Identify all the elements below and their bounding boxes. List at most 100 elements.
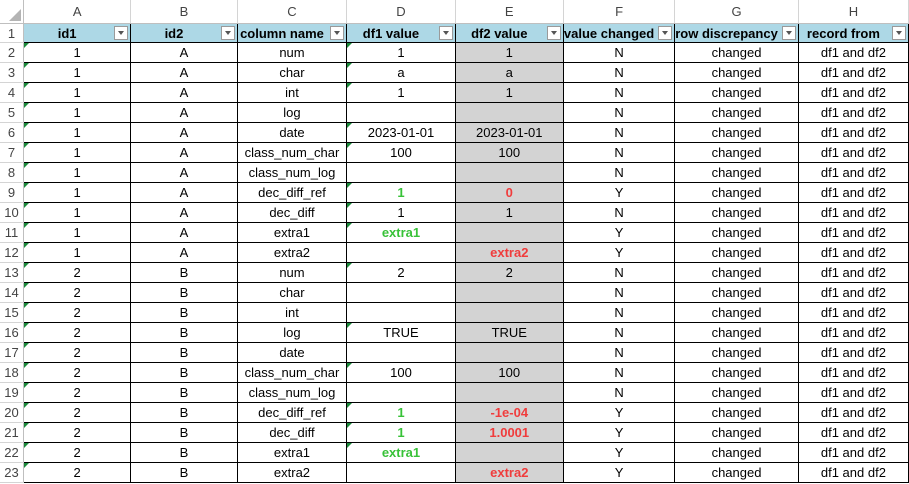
cell-id1[interactable]: 2 bbox=[23, 422, 132, 443]
cell-id1[interactable]: 1 bbox=[23, 182, 132, 203]
cell-id1[interactable]: 1 bbox=[23, 162, 132, 183]
cell-record-from[interactable]: df1 and df2 bbox=[797, 242, 909, 263]
cell-record-from[interactable]: df1 and df2 bbox=[797, 462, 909, 483]
row-header[interactable]: 4 bbox=[0, 82, 25, 103]
cell-df1-value[interactable] bbox=[346, 302, 456, 323]
cell-column-name[interactable]: extra2 bbox=[236, 242, 348, 263]
cell-value-changed[interactable]: N bbox=[562, 302, 676, 323]
cell-id2[interactable]: A bbox=[130, 102, 238, 123]
header-cell-id2[interactable]: id2 bbox=[130, 23, 238, 43]
cell-record-from[interactable]: df1 and df2 bbox=[797, 342, 909, 363]
cell-df2-value[interactable] bbox=[454, 102, 564, 123]
cell-id1[interactable]: 2 bbox=[23, 302, 132, 323]
header-cell-column-name[interactable]: column name bbox=[236, 23, 348, 43]
cell-df1-value[interactable]: a bbox=[346, 62, 456, 83]
cell-row-discrepancy[interactable]: changed bbox=[674, 42, 799, 63]
cell-row-discrepancy[interactable]: changed bbox=[674, 302, 799, 323]
cell-df1-value[interactable]: extra1 bbox=[346, 222, 456, 243]
filter-dropdown-icon[interactable] bbox=[781, 26, 796, 40]
cell-id2[interactable]: A bbox=[130, 42, 238, 63]
cell-df2-value[interactable]: 1 bbox=[454, 42, 564, 63]
cell-record-from[interactable]: df1 and df2 bbox=[797, 82, 909, 103]
header-cell-record-from[interactable]: record from bbox=[797, 23, 909, 43]
row-header[interactable]: 21 bbox=[0, 422, 25, 443]
column-header-e[interactable]: E bbox=[455, 0, 564, 24]
cell-column-name[interactable]: date bbox=[236, 122, 348, 143]
header-cell-value-changed[interactable]: value changed bbox=[562, 23, 676, 43]
cell-row-discrepancy[interactable]: changed bbox=[674, 422, 799, 443]
cell-df1-value[interactable]: 1 bbox=[346, 182, 456, 203]
cell-value-changed[interactable]: Y bbox=[562, 402, 676, 423]
column-header-c[interactable]: C bbox=[237, 0, 348, 24]
cell-value-changed[interactable]: N bbox=[562, 202, 676, 223]
header-cell-df2-value[interactable]: df2 value bbox=[454, 23, 564, 43]
cell-value-changed[interactable]: N bbox=[562, 342, 676, 363]
row-header[interactable]: 14 bbox=[0, 282, 25, 303]
cell-id2[interactable]: A bbox=[130, 142, 238, 163]
cell-id1[interactable]: 1 bbox=[23, 62, 132, 83]
cell-df1-value[interactable] bbox=[346, 382, 456, 403]
filter-dropdown-icon[interactable] bbox=[330, 26, 345, 40]
cell-column-name[interactable]: class_num_log bbox=[236, 382, 348, 403]
cell-record-from[interactable]: df1 and df2 bbox=[797, 142, 909, 163]
column-header-a[interactable]: A bbox=[23, 0, 132, 24]
cell-record-from[interactable]: df1 and df2 bbox=[797, 422, 909, 443]
cell-id2[interactable]: B bbox=[130, 362, 238, 383]
cell-df1-value[interactable]: 1 bbox=[346, 402, 456, 423]
cell-id2[interactable]: A bbox=[130, 62, 238, 83]
cell-row-discrepancy[interactable]: changed bbox=[674, 102, 799, 123]
column-header-d[interactable]: D bbox=[346, 0, 456, 24]
cell-id1[interactable]: 2 bbox=[23, 282, 132, 303]
cell-df2-value[interactable]: 0 bbox=[454, 182, 564, 203]
row-header-1[interactable]: 1 bbox=[0, 23, 25, 43]
column-header-g[interactable]: G bbox=[674, 0, 799, 24]
column-header-h[interactable]: H bbox=[798, 0, 909, 24]
cell-column-name[interactable]: class_num_log bbox=[236, 162, 348, 183]
cell-record-from[interactable]: df1 and df2 bbox=[797, 222, 909, 243]
cell-id2[interactable]: B bbox=[130, 442, 238, 463]
column-header-b[interactable]: B bbox=[130, 0, 238, 24]
cell-id1[interactable]: 2 bbox=[23, 322, 132, 343]
cell-value-changed[interactable]: N bbox=[562, 282, 676, 303]
cell-df2-value[interactable] bbox=[454, 302, 564, 323]
cell-id2[interactable]: B bbox=[130, 382, 238, 403]
row-header[interactable]: 19 bbox=[0, 382, 25, 403]
cell-df2-value[interactable] bbox=[454, 282, 564, 303]
row-header[interactable]: 5 bbox=[0, 102, 25, 123]
cell-record-from[interactable]: df1 and df2 bbox=[797, 102, 909, 123]
cell-df2-value[interactable]: 2023-01-01 bbox=[454, 122, 564, 143]
row-header[interactable]: 12 bbox=[0, 242, 25, 263]
cell-df1-value[interactable]: 100 bbox=[346, 362, 456, 383]
cell-df1-value[interactable] bbox=[346, 342, 456, 363]
cell-column-name[interactable]: num bbox=[236, 262, 348, 283]
cell-row-discrepancy[interactable]: changed bbox=[674, 382, 799, 403]
cell-df2-value[interactable] bbox=[454, 382, 564, 403]
cell-id1[interactable]: 1 bbox=[23, 202, 132, 223]
cell-df1-value[interactable] bbox=[346, 462, 456, 483]
cell-record-from[interactable]: df1 and df2 bbox=[797, 382, 909, 403]
cell-id1[interactable]: 1 bbox=[23, 102, 132, 123]
filter-dropdown-icon[interactable] bbox=[892, 26, 906, 40]
cell-df1-value[interactable] bbox=[346, 102, 456, 123]
cell-record-from[interactable]: df1 and df2 bbox=[797, 202, 909, 223]
cell-id1[interactable]: 1 bbox=[23, 142, 132, 163]
cell-value-changed[interactable]: Y bbox=[562, 242, 676, 263]
header-cell-df1-value[interactable]: df1 value bbox=[346, 23, 456, 43]
cell-column-name[interactable]: extra2 bbox=[236, 462, 348, 483]
cell-value-changed[interactable]: N bbox=[562, 42, 676, 63]
row-header[interactable]: 23 bbox=[0, 462, 25, 483]
cell-column-name[interactable]: extra1 bbox=[236, 442, 348, 463]
cell-column-name[interactable]: class_num_char bbox=[236, 362, 348, 383]
cell-record-from[interactable]: df1 and df2 bbox=[797, 122, 909, 143]
cell-df1-value[interactable]: 2023-01-01 bbox=[346, 122, 456, 143]
cell-row-discrepancy[interactable]: changed bbox=[674, 342, 799, 363]
filter-dropdown-icon[interactable] bbox=[658, 26, 673, 40]
cell-df2-value[interactable]: TRUE bbox=[454, 322, 564, 343]
row-header[interactable]: 20 bbox=[0, 402, 25, 423]
cell-id2[interactable]: A bbox=[130, 122, 238, 143]
cell-row-discrepancy[interactable]: changed bbox=[674, 362, 799, 383]
filter-dropdown-icon[interactable] bbox=[220, 26, 235, 40]
cell-column-name[interactable]: log bbox=[236, 102, 348, 123]
cell-record-from[interactable]: df1 and df2 bbox=[797, 162, 909, 183]
cell-row-discrepancy[interactable]: changed bbox=[674, 322, 799, 343]
